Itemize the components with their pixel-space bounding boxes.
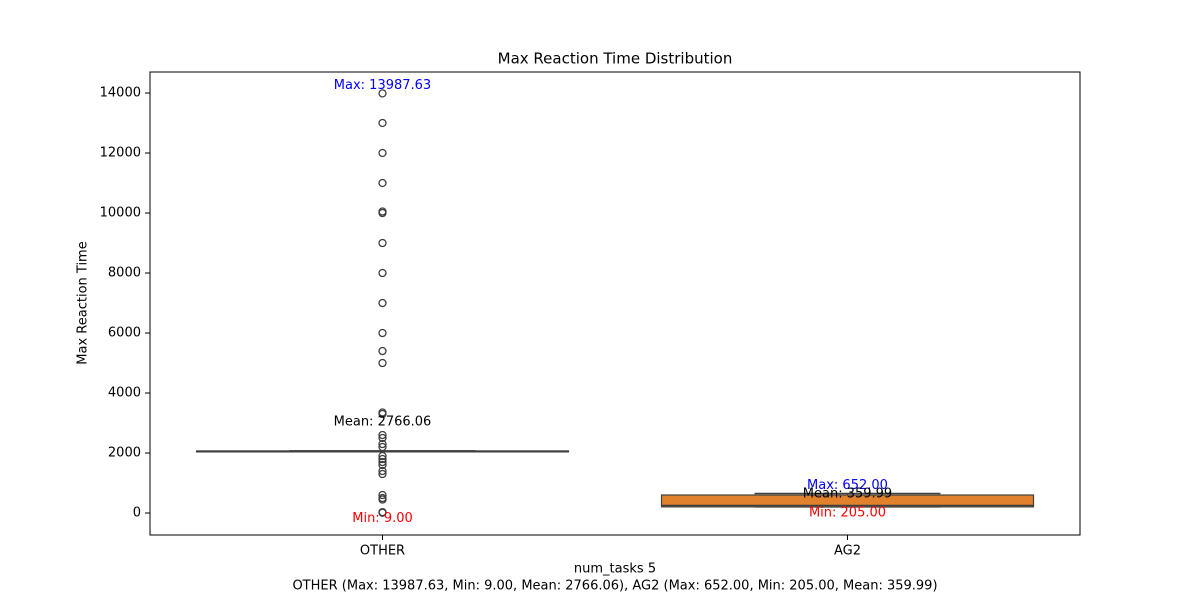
chart-title: Max Reaction Time Distribution	[498, 50, 733, 68]
y-tick-label: 4000	[108, 386, 141, 401]
outlier	[378, 178, 387, 188]
y-axis-label: Max Reaction Time	[76, 241, 91, 364]
outlier	[378, 439, 387, 449]
caption: OTHER (Max: 13987.63, Min: 9.00, Mean: 2…	[292, 579, 937, 594]
outlier	[378, 89, 387, 98]
y-tick-label: 10000	[100, 206, 141, 221]
outlier	[378, 148, 387, 158]
x-tick-label: OTHER	[360, 544, 405, 559]
annotation: Mean: 359.99	[803, 487, 892, 502]
x-tick-label: AG2	[834, 544, 861, 559]
outlier	[378, 430, 387, 440]
outlier	[378, 490, 387, 500]
y-tick-label: 14000	[100, 86, 141, 101]
y-tick-label: 6000	[108, 326, 141, 341]
outlier	[378, 409, 387, 419]
outlier	[378, 298, 387, 308]
box	[660, 494, 1035, 508]
outlier	[378, 346, 387, 356]
outlier	[378, 238, 387, 248]
annotation: Min: 9.00	[352, 511, 413, 526]
outlier	[378, 358, 387, 368]
outlier	[378, 457, 387, 467]
outlier	[378, 433, 387, 443]
annotation: Min: 205.00	[809, 505, 886, 520]
outlier	[378, 451, 387, 461]
outlier	[378, 268, 387, 278]
outlier	[378, 328, 387, 338]
outlier	[378, 208, 387, 218]
y-tick-label: 0	[133, 506, 141, 521]
outlier	[378, 469, 387, 479]
annotation: Mean: 2766.06	[334, 415, 432, 430]
x-axis-label: num_tasks 5	[574, 562, 656, 577]
outlier	[378, 466, 387, 476]
outlier	[378, 508, 387, 517]
outlier	[378, 454, 387, 464]
annotation: Max: 652.00	[807, 478, 888, 493]
outlier	[378, 460, 387, 470]
outlier	[378, 118, 387, 128]
annotation: Max: 13987.63	[334, 78, 431, 93]
y-tick-label: 8000	[108, 266, 141, 281]
outlier	[378, 442, 387, 452]
plot-frame	[149, 71, 1081, 536]
y-tick-label: 12000	[100, 146, 141, 161]
y-tick-label: 2000	[108, 446, 141, 461]
outlier	[378, 495, 387, 504]
